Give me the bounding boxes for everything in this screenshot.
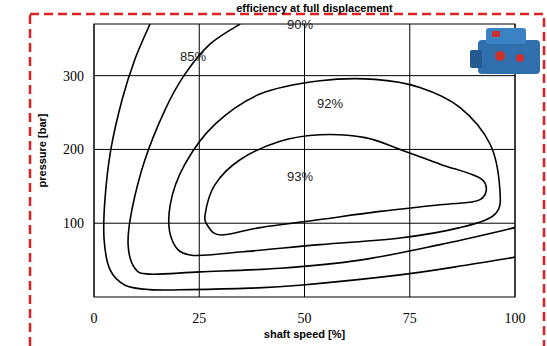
x-tick-label: 100 [505,311,526,326]
x-grid-line [304,24,305,297]
contour-line [104,24,515,290]
y-tick-label: 200 [63,142,84,157]
contour-label: 92% [317,96,343,111]
x-tick-label: 0 [91,311,98,326]
contours [104,24,515,290]
y-axis-label: pressure [bar] [36,113,48,187]
contour-line [169,79,500,256]
chart-title: efficiency at full displacement [236,2,393,14]
grid [94,24,515,297]
dashed-frame [30,14,544,346]
plot-frame [94,24,515,297]
y-tick-label: 300 [63,69,84,84]
contour-label: 90% [287,17,313,32]
contour-label: 85% [180,49,206,64]
y-grid-line [94,149,515,150]
pump-flange [470,50,482,68]
pump-port [516,54,524,62]
pump-top [486,28,526,44]
contour-label: 93% [287,169,313,184]
contour-line [128,24,515,274]
pump-cap [492,31,500,37]
contour-line [205,135,487,236]
x-tick-label: 75 [403,311,417,326]
x-tick-label: 50 [298,311,312,326]
pump-icon [470,28,540,74]
x-grid-line [409,24,410,297]
y-grid-line [94,223,515,224]
x-tick-label: 25 [192,311,206,326]
chart: 0 25 50 75 100 100 200 300 85% 90% 92% 93% efficienc… [0,0,547,346]
x-axis-label: shaft speed [%] [264,328,346,340]
y-grid-line [94,75,515,76]
pump-port [495,51,505,61]
plot-background [94,24,515,297]
pump-body [478,40,540,74]
y-tick-label: 100 [63,216,84,231]
